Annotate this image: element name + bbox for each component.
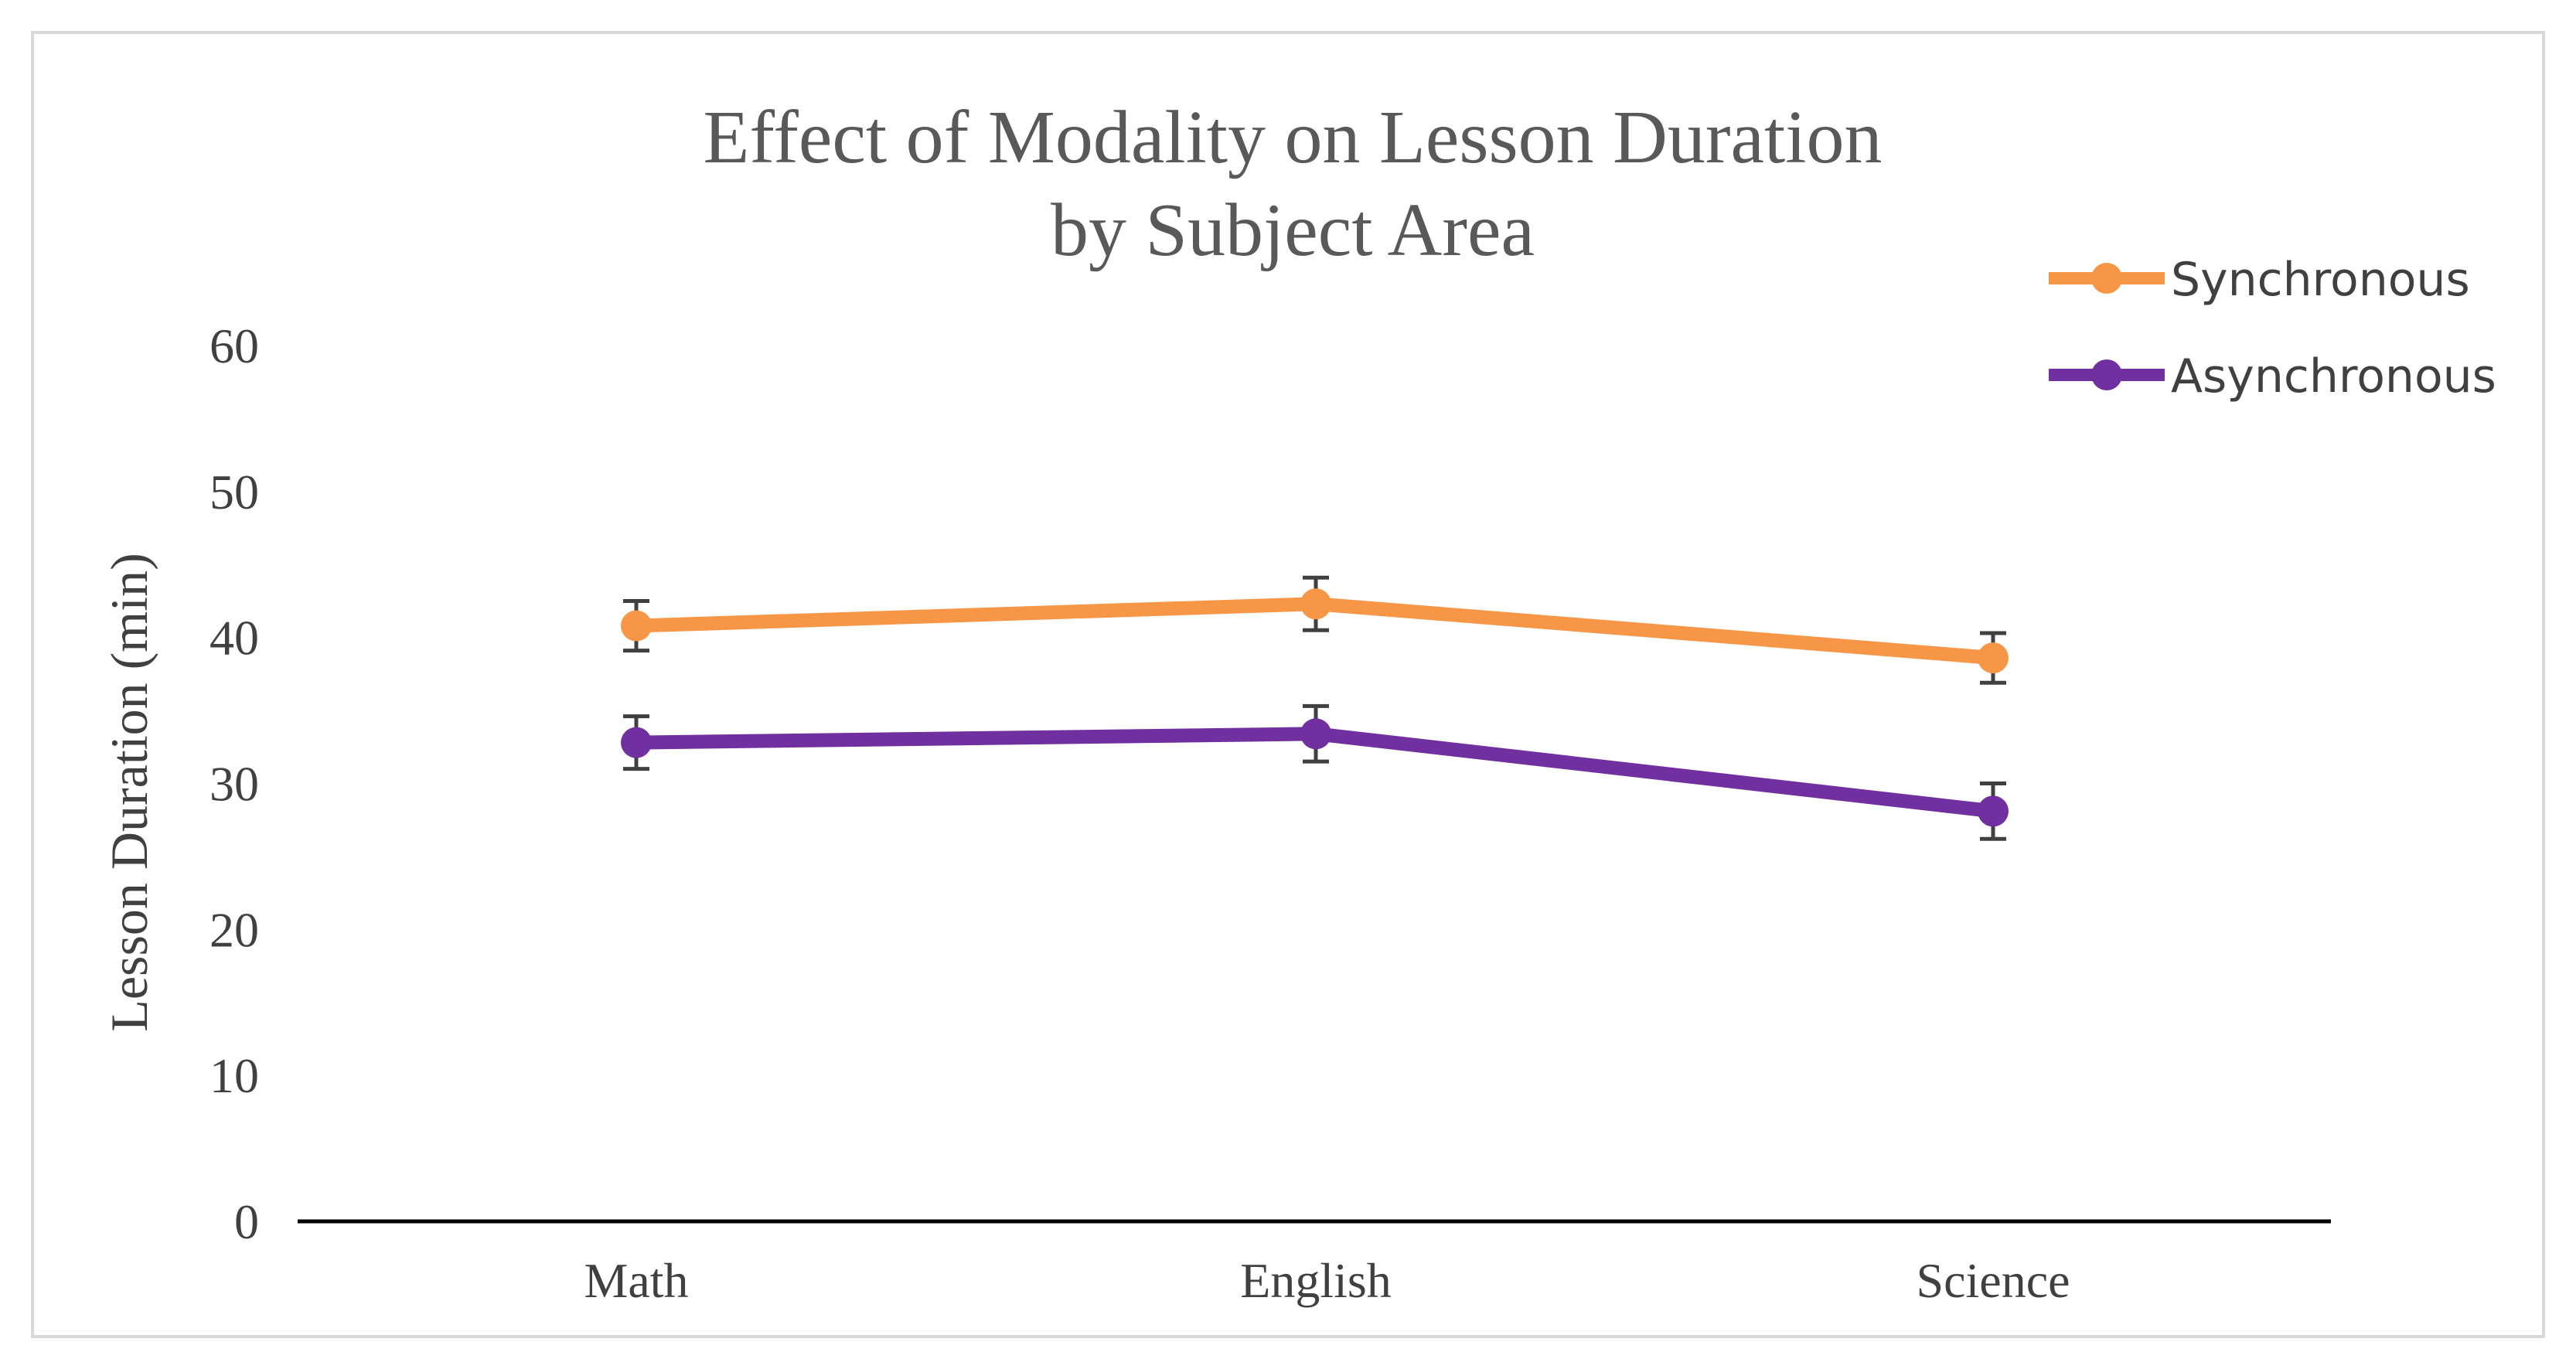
- series-asynchronous: [621, 703, 2009, 841]
- y-tick-label: 20: [210, 902, 259, 957]
- chart-border: [31, 31, 2545, 1338]
- y-axis-label: Lesson Duration (min): [100, 553, 158, 1031]
- legend-swatch-marker: [2091, 359, 2122, 390]
- chart-title-line-2: by Subject Area: [1051, 189, 1535, 272]
- x-tick-label-science: Science: [1917, 1253, 2070, 1308]
- x-tick-label-math: Math: [584, 1253, 688, 1308]
- y-tick-label: 50: [210, 465, 259, 519]
- y-axis-tick-labels: 0 10 20 30 40 50 60: [210, 318, 259, 1249]
- legend-item-asynchronous: Asynchronous: [2049, 349, 2496, 404]
- data-point-synchronous-science: [1978, 642, 2009, 674]
- x-tick-label-english: English: [1240, 1253, 1392, 1308]
- series-layer: [621, 575, 2009, 841]
- data-point-asynchronous-math: [621, 727, 652, 758]
- legend-label-synchronous: Synchronous: [2171, 253, 2470, 307]
- y-tick-label: 60: [210, 318, 259, 373]
- x-axis-tick-labels: Math English Science: [584, 1253, 2070, 1308]
- data-point-synchronous-english: [1300, 588, 1331, 620]
- chart-title-line-1: Effect of Modality on Lesson Duration: [703, 96, 1882, 179]
- data-point-asynchronous-english: [1300, 718, 1331, 750]
- y-tick-label: 0: [234, 1194, 259, 1249]
- legend-label-asynchronous: Asynchronous: [2171, 349, 2496, 404]
- legend-item-synchronous: Synchronous: [2049, 253, 2470, 307]
- data-point-synchronous-math: [621, 610, 652, 642]
- data-point-asynchronous-science: [1978, 795, 2009, 827]
- legend-swatch-marker: [2091, 263, 2122, 294]
- legend: Synchronous Asynchronous: [2049, 253, 2496, 404]
- series-synchronous: [621, 575, 2009, 685]
- y-tick-label: 40: [210, 611, 259, 666]
- y-tick-label: 10: [210, 1048, 259, 1103]
- y-tick-label: 30: [210, 757, 259, 812]
